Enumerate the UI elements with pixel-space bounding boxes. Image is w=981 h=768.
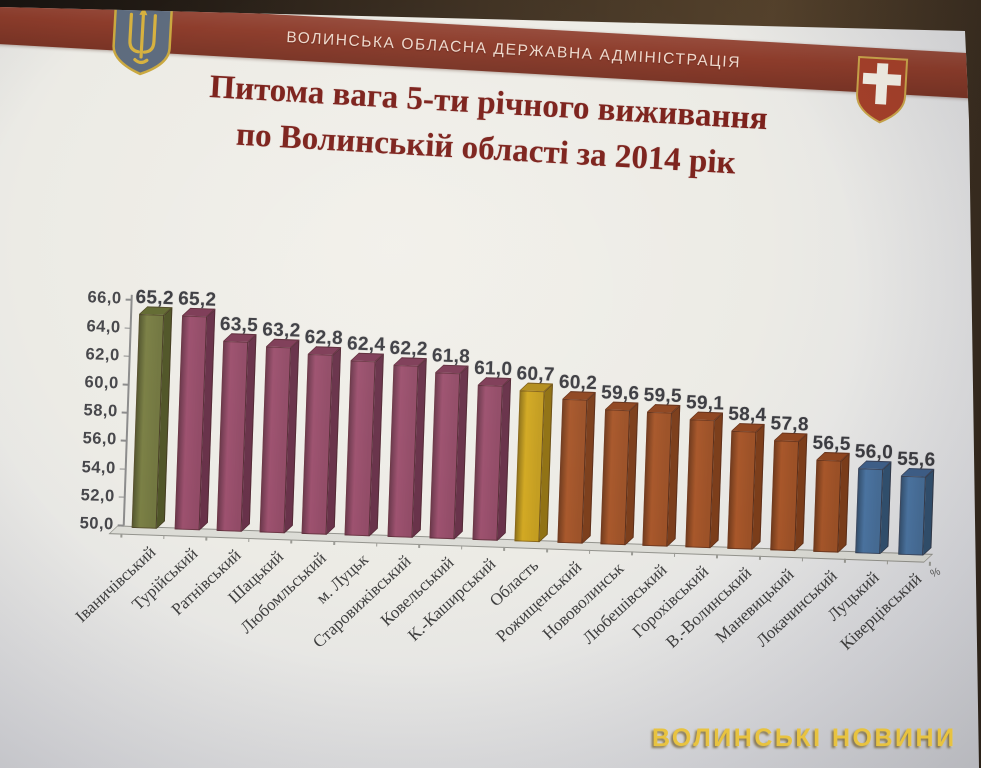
bar bbox=[685, 419, 715, 549]
x-axis-tick bbox=[716, 554, 718, 559]
ukraine-trident-shield-icon bbox=[112, 7, 174, 76]
x-axis-tick bbox=[375, 542, 378, 547]
x-axis-tick bbox=[333, 540, 335, 546]
y-axis-tick-label: 56,0 bbox=[82, 429, 118, 449]
x-axis-tick bbox=[758, 555, 761, 560]
y-axis-tick-label: 62,0 bbox=[85, 345, 120, 365]
y-axis-tick-label: 52,0 bbox=[80, 485, 116, 506]
x-axis-tick bbox=[248, 537, 250, 543]
bar bbox=[599, 408, 630, 546]
y-axis-tick bbox=[122, 383, 129, 386]
x-axis-tick bbox=[290, 539, 293, 544]
bar bbox=[812, 460, 842, 553]
y-axis bbox=[122, 294, 133, 526]
x-axis-tick bbox=[546, 548, 548, 553]
x-axis-tick bbox=[503, 546, 506, 551]
y-axis-tick bbox=[124, 327, 131, 329]
bar-value-label: 65,2 bbox=[177, 288, 217, 311]
x-axis-tick bbox=[844, 558, 846, 563]
axis-unit-label: % bbox=[928, 565, 943, 581]
y-axis-tick-label: 60,0 bbox=[84, 373, 120, 393]
bar bbox=[897, 475, 926, 556]
y-axis-tick bbox=[123, 355, 130, 358]
y-axis-tick-label: 64,0 bbox=[86, 316, 121, 336]
y-axis-tick-label: 58,0 bbox=[83, 401, 119, 421]
bar bbox=[727, 430, 757, 550]
y-axis-tick-label: 50,0 bbox=[79, 514, 115, 534]
x-axis-tick bbox=[205, 536, 208, 541]
x-axis-tick bbox=[631, 551, 633, 556]
x-axis-tick bbox=[588, 549, 591, 554]
y-axis-tick bbox=[118, 496, 125, 498]
y-axis-tick-label: 66,0 bbox=[87, 288, 122, 308]
y-axis-tick bbox=[120, 439, 127, 442]
x-axis-tick bbox=[162, 535, 165, 540]
bar bbox=[770, 440, 800, 552]
volyn-white-cross-shield-icon bbox=[856, 55, 909, 124]
y-axis-tick-label: 54,0 bbox=[81, 457, 117, 477]
bar bbox=[855, 468, 884, 555]
y-axis-tick bbox=[119, 468, 126, 470]
x-axis-tick bbox=[929, 561, 931, 566]
bar bbox=[557, 399, 588, 544]
x-axis-tick bbox=[120, 533, 122, 538]
bar-value-label: 55,6 bbox=[896, 448, 936, 471]
x-axis-tick bbox=[673, 552, 676, 557]
x-axis-tick bbox=[886, 560, 889, 565]
bar bbox=[514, 390, 546, 543]
bar bbox=[642, 411, 673, 547]
x-axis-tick bbox=[418, 543, 420, 548]
y-axis-tick bbox=[121, 411, 128, 414]
x-axis-tick bbox=[801, 557, 804, 562]
y-axis-tick bbox=[117, 524, 124, 527]
watermark: ВОЛИНСЬКІ НОВИНИ bbox=[652, 724, 957, 752]
x-axis-tick bbox=[460, 545, 463, 550]
